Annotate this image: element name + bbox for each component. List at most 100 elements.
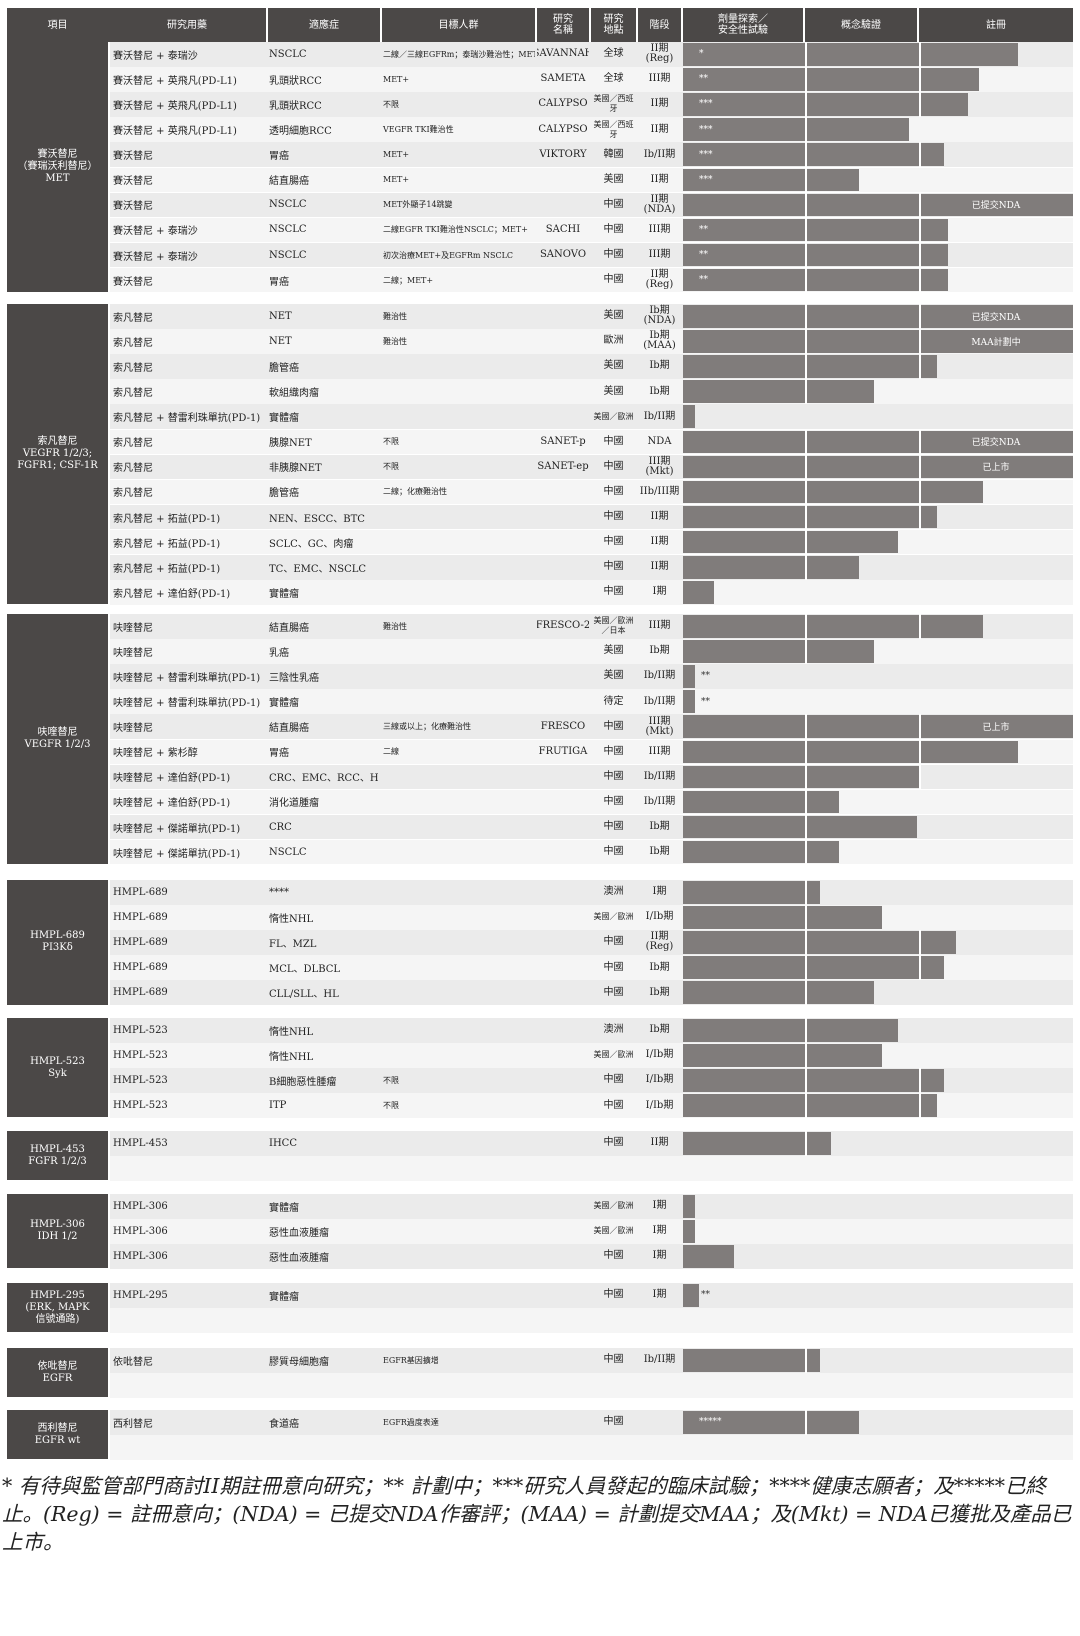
table-row: HMPL-523 惰性NHL 美國／歐洲 I/Ib期 (110, 1043, 1073, 1068)
drug-cell: HMPL-689 (113, 962, 168, 974)
study-cell (537, 555, 589, 580)
target-cell (380, 530, 535, 555)
drug-cell: HMPL-689 (113, 911, 168, 923)
location-cell: 中國 (603, 936, 624, 948)
indication-cell: 軟組織肉瘤 (269, 388, 319, 400)
drug-cell: 呋喹替尼 + 替雷利珠單抗(PD-1) (113, 672, 261, 684)
target-cell (380, 840, 535, 865)
drug-cell: 依吡替尼 (113, 1356, 153, 1368)
header-target: 目標人群 (382, 8, 535, 42)
drug-cell: 呋喹替尼 (113, 723, 153, 735)
phase-cell: III期 (648, 223, 671, 235)
stage-divider (919, 1093, 921, 1118)
drug-cell: 賽沃替尼 + 泰瑞沙 (113, 251, 198, 263)
study-cell: CALYPSO (538, 123, 588, 135)
indication-cell: FL、MZL (269, 938, 317, 950)
study-cell (537, 880, 589, 905)
target-cell (380, 1283, 535, 1308)
table-row: HMPL-689 CLL/SLL、HL 中國 Ib期 (110, 980, 1073, 1005)
table-row: 賽沃替尼 + 英飛凡(PD-L1) 乳頭狀RCC MET+ SAMETA 全球 III期 *… (110, 67, 1073, 92)
table-row: HMPL-689 FL、MZL 中國 II期(Reg) (110, 930, 1073, 955)
phase-cell: Ib/II期 (643, 148, 676, 160)
drug-cell: 賽沃替尼 (113, 151, 153, 163)
study-cell: FRUTIGA (538, 745, 588, 757)
progress-bar (683, 665, 695, 688)
drug-cell: 索凡替尼 (113, 388, 153, 400)
target-cell (380, 1244, 535, 1269)
table-row: 呋喹替尼 結直腸癌 三線或以上；化療難治性 FRESCO 中國 III期(Mkt) 已上市 (110, 714, 1073, 739)
table-row: 索凡替尼 非胰腺NET 不限 SANET-ep 中國 III期(Mkt) 已上市 (110, 454, 1073, 480)
table-row: 賽沃替尼 胃癌 二線；MET+ 中國 II期(Reg) ** (110, 267, 1073, 293)
stage-divider (805, 1018, 807, 1043)
progress-bar (683, 1132, 832, 1155)
indication-cell: NSCLC (269, 48, 307, 60)
progress-bar (683, 305, 1073, 328)
indication-cell: IHCC (269, 1137, 297, 1149)
indication-cell: 食道癌 (269, 1418, 299, 1430)
progress-bar (683, 405, 695, 428)
phase-cell: I期 (652, 1250, 667, 1262)
progress-bar (683, 355, 937, 378)
progress-bar (683, 815, 917, 839)
progress-bar (683, 1195, 695, 1218)
header-dose-safety: 劑量探索／ 安全性試驗 (683, 8, 803, 42)
target-cell: 初次治療MET+及EGFRm NSCLC (383, 250, 514, 260)
study-cell (537, 1043, 589, 1068)
target-cell (380, 790, 535, 815)
study-cell (537, 1348, 589, 1373)
table-row: 呋喹替尼 + 傑諾單抗(PD-1) NSCLC 中國 Ib期 (110, 839, 1073, 865)
table-row: 索凡替尼 胰腺NET 不限 SANET-p 中國 NDA 已提交NDA (110, 429, 1073, 455)
stage-divider (919, 714, 921, 739)
drug-cell: 索凡替尼 + 拓益(PD-1) (113, 538, 221, 550)
study-cell (537, 905, 589, 930)
trial-mark: ** (699, 250, 708, 261)
pipeline-group: 索凡替尼 VEGFR 1/2/3; FGFR1; CSF-1R 索凡替尼 NET 難治… (7, 304, 1073, 605)
stage-divider (805, 1348, 807, 1373)
target-cell (380, 639, 535, 664)
location-cell: 中國 (603, 485, 624, 497)
target-cell (380, 354, 535, 379)
target-cell: 難治性 (383, 336, 407, 346)
stage-divider (805, 1131, 807, 1156)
table-row (110, 1435, 1073, 1460)
progress-bar (683, 581, 715, 604)
progress-bar (683, 268, 949, 292)
stage-divider (805, 955, 807, 980)
location-cell: 中國 (603, 795, 624, 807)
indication-cell: NSCLC (269, 846, 307, 858)
stage-divider (919, 242, 921, 268)
indication-cell: 實體瘤 (269, 1202, 299, 1214)
drug-cell: HMPL-306 (113, 1225, 168, 1237)
stage-divider (919, 304, 921, 329)
target-cell (380, 1131, 535, 1156)
phase-cell: I期 (652, 886, 667, 898)
location-cell: 中國 (603, 1099, 624, 1111)
stage-divider (805, 930, 807, 955)
drug-cell: 索凡替尼 (113, 362, 153, 374)
table-row: HMPL-306 實體瘤 美國／歐洲 I期 (110, 1194, 1073, 1219)
stage-divider (805, 67, 807, 92)
study-cell (537, 505, 589, 530)
table-row: 賽沃替尼 + 英飛凡(PD-L1) 乳頭狀RCC 不限 CALYPSO 美國／西班牙 II… (110, 92, 1073, 117)
study-cell (537, 329, 589, 354)
target-cell (380, 689, 535, 714)
target-cell (380, 555, 535, 580)
drug-cell: 賽沃替尼 + 英飛凡(PD-L1) (113, 100, 237, 112)
indication-cell: CRC、EMC、RCC、HCC (269, 773, 378, 785)
header-study: 研究 名稱 (537, 8, 589, 42)
drug-cell: 索凡替尼 + 拓益(PD-1) (113, 563, 221, 575)
study-cell (537, 304, 589, 329)
indication-cell: 膽管癌 (269, 362, 299, 374)
pipeline-group: 西利替尼 EGFR wt 西利替尼 食道癌 EGFR過度表達 中國 ***** (7, 1410, 1073, 1460)
phase-cell: Ib期 (649, 986, 670, 998)
location-cell: 中國 (603, 961, 624, 973)
indication-cell: 實體瘤 (269, 698, 299, 710)
location-cell: 中國 (603, 1354, 624, 1366)
stage-divider (805, 529, 807, 555)
indication-cell: 三陰性乳癌 (269, 672, 319, 684)
group-label: 索凡替尼 VEGFR 1/2/3; FGFR1; CSF-1R (7, 304, 108, 605)
progress-bar (683, 790, 839, 814)
group-label: HMPL-295 (ERK, MAPK 信號通路) (7, 1283, 108, 1333)
study-cell (537, 1093, 589, 1118)
indication-cell: 乳頭狀RCC (269, 100, 322, 112)
